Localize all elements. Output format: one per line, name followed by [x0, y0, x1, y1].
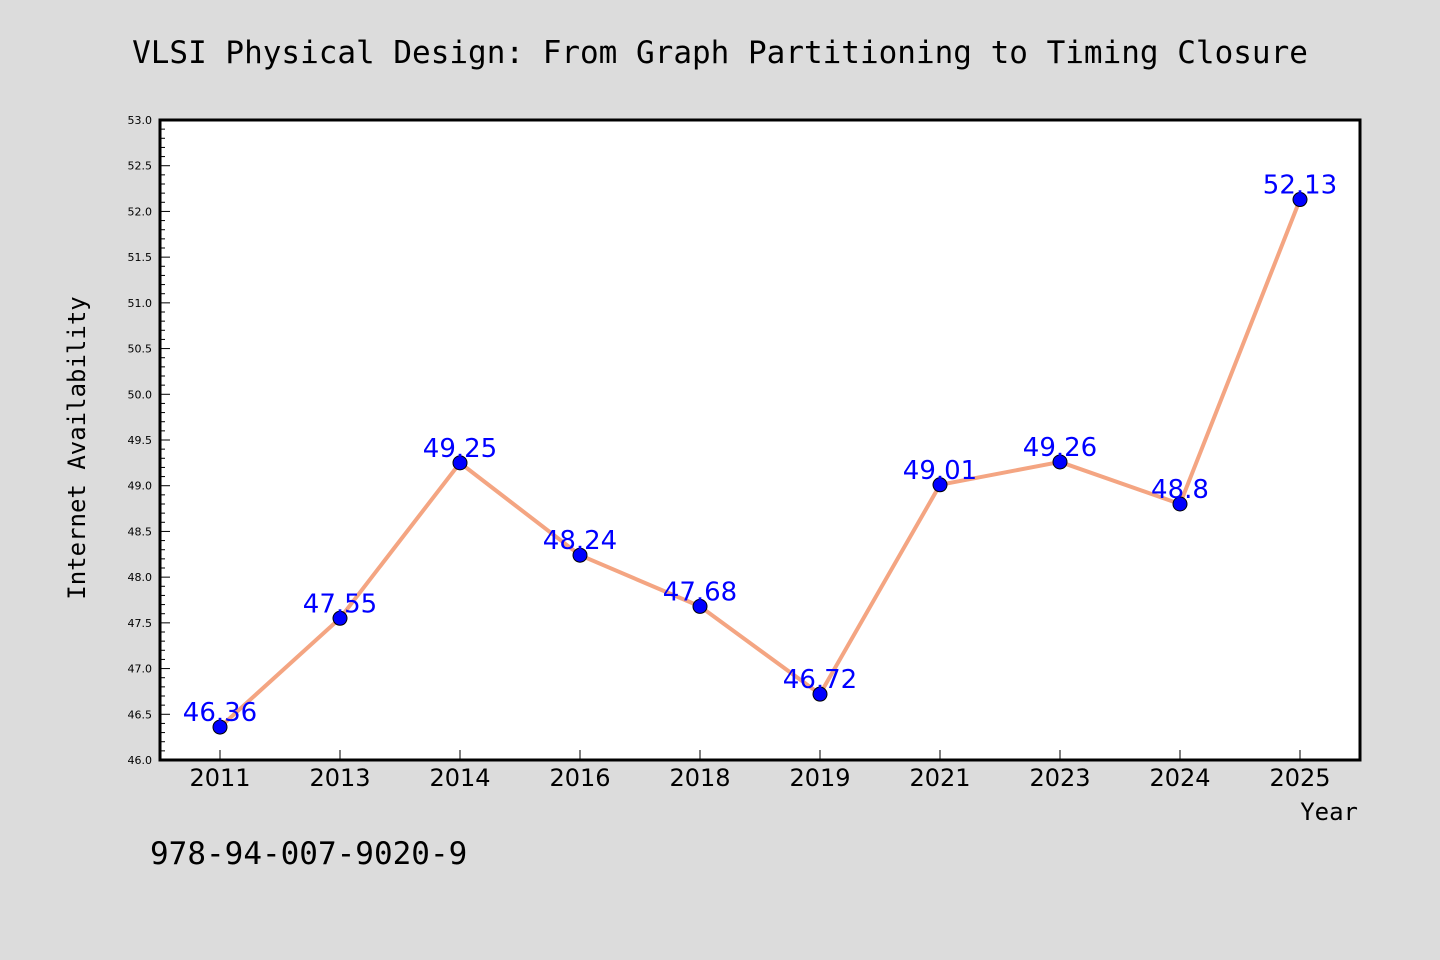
- data-label: 48.24: [543, 526, 617, 556]
- data-label: 49.26: [1023, 433, 1097, 463]
- y-tick-label: 47.0: [128, 663, 153, 676]
- y-tick-label: 46.0: [128, 754, 153, 767]
- y-tick-label: 48.0: [128, 571, 153, 584]
- data-point: [932, 477, 948, 493]
- y-tick-label: 49.0: [128, 480, 153, 493]
- series-line: [218, 197, 1302, 730]
- plot-frame: [158, 118, 1362, 762]
- plot-area: [160, 120, 1360, 760]
- data-label: 46.36: [183, 698, 257, 728]
- x-axis-ticks: 2011 2013 2014 2016 2018 2019 2021 2023 2024 2025: [189, 750, 1331, 792]
- y-axis-label: Internet Availability: [63, 296, 91, 599]
- data-point: [1052, 454, 1068, 470]
- data-point: [332, 610, 348, 626]
- x-tick-label: 2014: [429, 764, 490, 792]
- x-tick-label: 2018: [669, 764, 730, 792]
- data-point: [572, 547, 588, 563]
- series-group: 46.36 47.55 49.25 48.24 47.68 46.72 49.01 49.26…: [183, 171, 1337, 735]
- data-label: 49.01: [903, 456, 977, 486]
- data-label: 47.55: [303, 589, 377, 619]
- y-tick-label: 51.0: [128, 297, 153, 310]
- footer-isbn: 978-94-007-9020-9: [150, 836, 467, 872]
- chart-title: VLSI Physical Design: From Graph Partiti…: [132, 35, 1308, 71]
- x-tick-label: 2016: [549, 764, 610, 792]
- data-point: [1172, 496, 1188, 512]
- data-label: 49.25: [423, 434, 497, 464]
- x-tick-label: 2013: [309, 764, 370, 792]
- y-tick-label: 50.0: [128, 388, 153, 401]
- x-tick-label: 2019: [789, 764, 850, 792]
- y-tick-label: 51.5: [128, 251, 153, 264]
- y-tick-label: 47.5: [128, 617, 153, 630]
- data-label: 52.13: [1263, 171, 1337, 201]
- x-axis-label: Year: [1300, 798, 1358, 826]
- data-point: [692, 598, 708, 614]
- y-tick-label: 48.5: [128, 525, 153, 538]
- x-tick-label: 2011: [189, 764, 250, 792]
- y-tick-label: 46.5: [128, 708, 153, 721]
- y-tick-label: 50.5: [128, 343, 153, 356]
- y-tick-label: 52.5: [128, 160, 153, 173]
- x-tick-label: 2021: [909, 764, 970, 792]
- data-point: [1292, 192, 1308, 208]
- y-tick-label: 52.0: [128, 205, 153, 218]
- x-tick-label: 2024: [1149, 764, 1210, 792]
- data-label: 47.68: [663, 577, 737, 607]
- data-label: 48.8: [1151, 475, 1209, 505]
- data-point: [812, 686, 828, 702]
- data-point: [212, 719, 228, 735]
- y-tick-label: 53.0: [128, 114, 153, 127]
- x-tick-label: 2025: [1269, 764, 1330, 792]
- y-axis-ticks: 46.0 46.5 47.0 47.5 48.0 48.5 49.0 49.5 50.0 50.5…: [128, 114, 170, 767]
- y-tick-label: 49.5: [128, 434, 153, 447]
- x-tick-label: 2023: [1029, 764, 1090, 792]
- data-point: [452, 455, 468, 471]
- data-label: 46.72: [783, 665, 857, 695]
